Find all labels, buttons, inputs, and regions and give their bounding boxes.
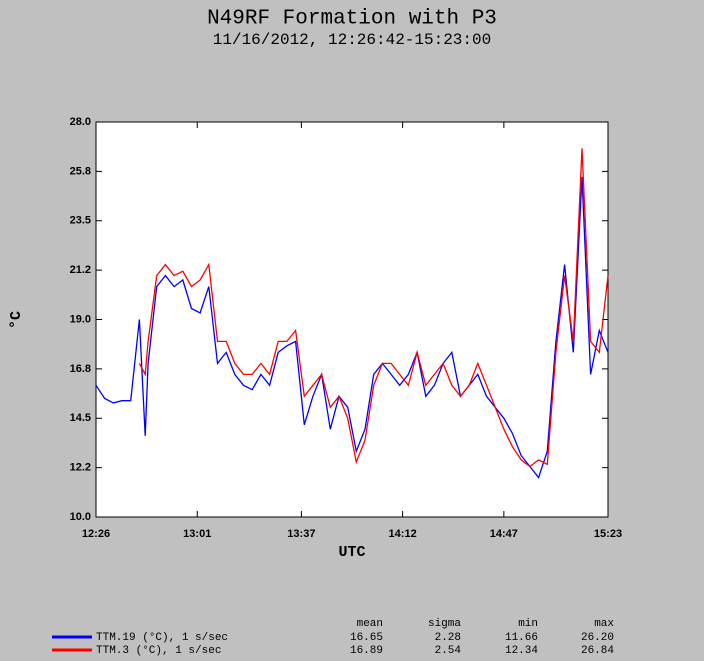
x-tick-label: 12:26 [82, 528, 110, 540]
x-tick-label: 14:47 [490, 528, 518, 540]
chart-title: N49RF Formation with P3 [207, 8, 497, 31]
stat-value: 26.84 [581, 645, 614, 657]
x-tick-label: 14:12 [389, 528, 417, 540]
stat-value: 11.66 [505, 632, 538, 644]
y-tick-label: 25.8 [70, 165, 91, 177]
y-tick-label: 19.0 [70, 313, 91, 325]
stats-header: min [518, 618, 538, 630]
stat-value: 2.54 [435, 645, 462, 657]
legend-label: TTM.19 (°C), 1 s/sec [96, 632, 228, 644]
x-tick-label: 15:23 [594, 528, 622, 540]
legend-label: TTM.3 (°C), 1 s/sec [96, 645, 221, 657]
y-tick-label: 21.2 [70, 264, 91, 276]
series-line [138, 148, 609, 468]
stat-value: 16.65 [350, 632, 383, 644]
stats-header: mean [357, 618, 383, 630]
stats-header: sigma [428, 618, 461, 630]
stat-value: 16.89 [350, 645, 383, 657]
stat-value: 26.20 [581, 632, 614, 644]
y-tick-label: 10.0 [70, 511, 91, 523]
x-tick-label: 13:01 [183, 528, 211, 540]
chart-subtitle: 11/16/2012, 12:26:42-15:23:00 [213, 31, 491, 49]
y-tick-label: 28.0 [70, 116, 91, 128]
y-tick-label: 12.2 [70, 462, 91, 474]
y-tick-label: 14.5 [70, 412, 91, 424]
series-line [95, 176, 609, 479]
stats-header: max [594, 618, 614, 630]
y-tick-label: 16.8 [70, 363, 91, 375]
plot-area [95, 121, 609, 518]
y-axis-label: °C [8, 311, 25, 329]
x-tick-label: 13:37 [287, 528, 315, 540]
stat-value: 2.28 [435, 632, 461, 644]
stat-value: 12.34 [505, 645, 538, 657]
y-tick-label: 23.5 [70, 215, 91, 227]
x-axis-label: UTC [338, 544, 365, 561]
